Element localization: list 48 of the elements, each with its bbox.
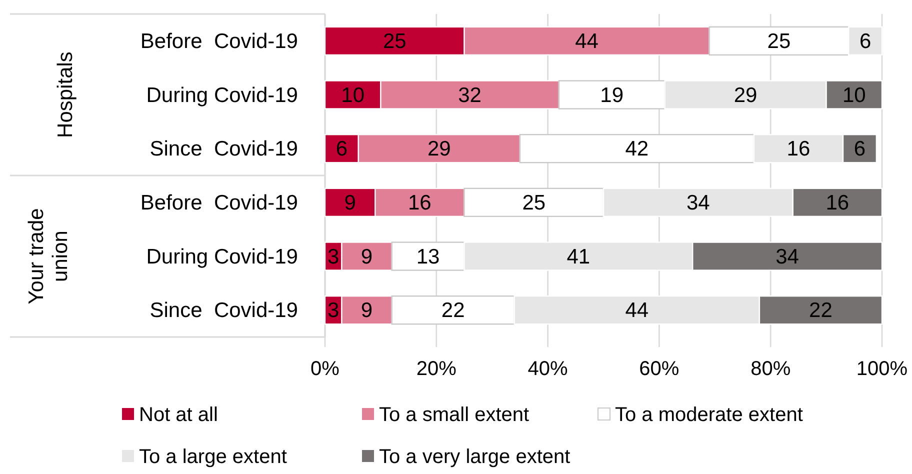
legend-label: To a small extent — [379, 404, 530, 426]
legend-label: To a large extent — [139, 446, 288, 468]
legend-label: Not at all — [139, 404, 218, 426]
data-label: 6 — [336, 138, 348, 161]
data-label: 3 — [328, 299, 340, 322]
data-label: 6 — [859, 30, 872, 53]
data-label: 42 — [625, 138, 649, 161]
x-tick-label: 40% — [528, 358, 568, 380]
data-label: 16 — [786, 138, 810, 161]
data-label: 9 — [360, 299, 373, 322]
data-label: 34 — [776, 245, 800, 268]
data-label: 19 — [600, 84, 624, 107]
text: Your trade union — [25, 208, 72, 304]
data-label: 44 — [625, 299, 649, 322]
legend-label: To a very large extent — [379, 446, 571, 468]
data-label: 25 — [382, 30, 406, 53]
data-label: 3 — [328, 245, 340, 268]
data-label: 41 — [566, 245, 590, 268]
data-label: 9 — [344, 191, 356, 214]
x-tick-label: 80% — [750, 358, 791, 380]
data-label: 32 — [458, 84, 482, 107]
x-tick-label: 100% — [856, 358, 908, 380]
data-label: 29 — [428, 138, 451, 161]
data-label: 13 — [416, 245, 440, 268]
text: Hospitals — [54, 52, 77, 138]
y-tick-label: Since Covid-19 — [150, 299, 298, 322]
data-label: 6 — [854, 138, 866, 161]
data-label: 29 — [734, 84, 758, 107]
data-label: 25 — [767, 30, 791, 53]
data-label: 10 — [341, 84, 365, 107]
y-tick-label: Before Covid-19 — [140, 191, 298, 214]
data-label: 25 — [522, 191, 546, 214]
data-label: 44 — [575, 30, 599, 53]
data-label: 34 — [686, 191, 710, 214]
y-tick-label: During Covid-19 — [146, 245, 298, 268]
data-label: 22 — [441, 299, 465, 322]
y-tick-label: Since Covid-19 — [150, 138, 298, 161]
y-tick-label: During Covid-19 — [146, 84, 298, 107]
data-label: 9 — [360, 245, 373, 268]
legend-label: To a moderate extent — [615, 404, 804, 426]
y-tick-label: Before Covid-19 — [140, 30, 298, 53]
data-label: 16 — [826, 191, 850, 214]
x-tick-label: 60% — [639, 358, 680, 380]
data-label: 22 — [809, 299, 832, 322]
x-tick-label: 0% — [310, 358, 340, 380]
data-label: 16 — [408, 191, 432, 214]
data-label: 10 — [842, 84, 866, 107]
x-tick-label: 20% — [416, 358, 457, 380]
